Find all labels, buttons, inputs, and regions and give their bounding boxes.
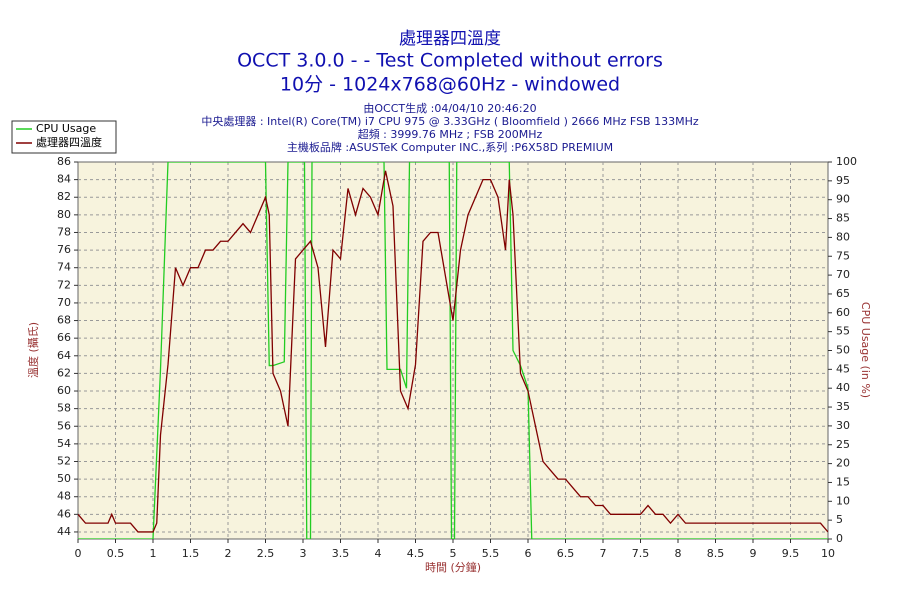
y2-tick-label: 80 [836,230,850,243]
x-tick-label: 3.5 [332,547,350,560]
chart-title: 處理器四溫度 [399,29,501,49]
x-tick-label: 0.5 [107,547,125,560]
y-tick-label: 76 [57,243,71,256]
y-tick-label: 66 [57,331,71,344]
y-tick-label: 84 [57,173,71,186]
y-tick-label: 54 [57,437,71,450]
y-tick-label: 58 [57,402,71,415]
y2-tick-label: 45 [836,362,850,375]
chart-subtitle: 10分 - 1024x768@60Hz - windowed [280,74,620,96]
x-tick-label: 6.5 [557,547,575,560]
y2-tick-label: 85 [836,212,850,225]
y-tick-label: 70 [57,296,71,309]
data-line [78,170,828,533]
y-tick-label: 52 [57,454,71,467]
info-line: 由OCCT生成 :04/04/10 20:46:20 [363,101,536,115]
y-tick-label: 46 [57,507,71,520]
info-line: 中央處理器 : Intel(R) Core(TM) i7 CPU 975 @ 3… [201,114,699,128]
x-tick-label: 9 [750,547,757,560]
y2-tick-label: 55 [836,325,850,338]
x-tick-label: 10 [821,547,835,560]
y2-tick-label: 30 [836,419,850,432]
y2-tick-label: 60 [836,306,850,319]
y2-tick-label: 40 [836,381,850,394]
y2-tick-label: 75 [836,249,850,262]
y2-tick-label: 10 [836,494,850,507]
y2-tick-label: 90 [836,193,850,206]
y-tick-label: 64 [57,349,71,362]
x-tick-label: 4.5 [407,547,425,560]
y2-tick-label: 0 [836,532,843,545]
y2-tick-label: 5 [836,513,843,526]
y2-tick-label: 70 [836,268,850,281]
x-tick-label: 2 [225,547,232,560]
y2-tick-label: 95 [836,174,850,187]
x-tick-label: 8 [675,547,682,560]
y2-tick-label: 50 [836,344,850,357]
x-tick-label: 2.5 [257,547,275,560]
x-tick-label: 1.5 [182,547,200,560]
info-line: 超頻 : 3999.76 MHz ; FSB 200MHz [358,127,543,141]
y2-axis-label: CPU Usage (in %) [859,302,872,398]
y2-tick-label: 15 [836,475,850,488]
y-tick-label: 68 [57,314,71,327]
y-tick-label: 48 [57,490,71,503]
y-tick-label: 44 [57,525,71,538]
x-tick-label: 0 [75,547,82,560]
x-axis-label: 時間 (分鐘) [425,560,481,574]
y-tick-label: 60 [57,384,71,397]
x-tick-label: 1 [150,547,157,560]
info-line: 主機板品牌 :ASUSTeK Computer INC.,系列 :P6X58D … [287,140,613,154]
y-tick-label: 56 [57,419,71,432]
data-line [78,162,828,539]
x-tick-label: 8.5 [707,547,725,560]
y-tick-label: 50 [57,472,71,485]
x-tick-label: 5.5 [482,547,500,560]
legend [11,120,117,154]
y-tick-label: 78 [57,225,71,238]
y2-tick-label: 20 [836,457,850,470]
y2-tick-label: 65 [836,287,850,300]
x-tick-label: 4 [375,547,382,560]
y-tick-label: 62 [57,366,71,379]
y-tick-label: 82 [57,190,71,203]
y2-tick-label: 25 [836,438,850,451]
x-tick-label: 7 [600,547,607,560]
y-tick-label: 74 [57,261,71,274]
y-tick-label: 80 [57,208,71,221]
y-axis-label: 溫度 (攝氏) [26,322,40,378]
legend-label: 處理器四溫度 [36,135,102,149]
plot-lines [78,162,828,539]
chart-subtitle: OCCT 3.0.0 - - Test Completed without er… [237,50,663,72]
y-tick-label: 72 [57,278,71,291]
y2-tick-label: 35 [836,400,850,413]
y-tick-label: 86 [57,155,71,168]
y2-tick-label: 100 [836,155,857,168]
legend-label: CPU Usage [36,122,96,135]
x-tick-label: 3 [300,547,307,560]
x-tick-label: 5 [450,547,457,560]
x-tick-label: 7.5 [632,547,650,560]
x-tick-label: 6 [525,547,532,560]
x-tick-label: 9.5 [782,547,800,560]
